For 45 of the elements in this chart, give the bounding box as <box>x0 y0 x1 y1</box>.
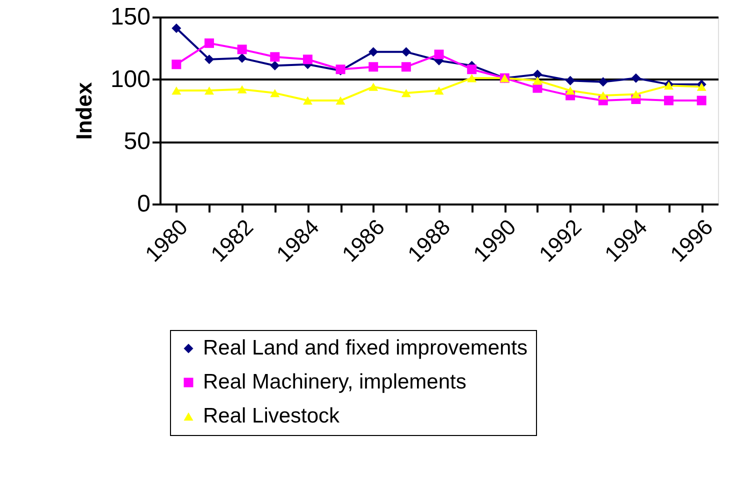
point <box>532 76 542 85</box>
point <box>270 60 280 70</box>
legend-label: Real Livestock <box>203 404 340 428</box>
point <box>532 70 542 80</box>
point <box>401 88 411 98</box>
point <box>172 86 182 95</box>
legend-label: Real Land and fixed improvements <box>203 336 528 360</box>
point <box>237 44 247 54</box>
point <box>368 62 378 72</box>
point <box>467 64 477 74</box>
point <box>302 96 312 105</box>
point <box>336 96 346 105</box>
point <box>566 86 576 95</box>
point <box>598 91 608 100</box>
y-tick-label: 100 <box>110 66 150 93</box>
legend-label: Real Machinery, implements <box>203 370 466 394</box>
point <box>434 86 444 95</box>
point <box>204 86 214 95</box>
point <box>631 90 641 98</box>
point <box>172 60 182 70</box>
point <box>467 74 477 82</box>
point <box>237 53 247 63</box>
point <box>664 96 674 106</box>
point <box>270 88 280 98</box>
point <box>204 54 214 64</box>
point <box>172 23 182 33</box>
point <box>631 73 641 83</box>
point <box>434 50 444 60</box>
point <box>566 76 576 86</box>
point <box>401 47 411 57</box>
point <box>270 52 280 62</box>
point <box>368 47 378 57</box>
point <box>302 54 312 64</box>
point <box>696 96 706 106</box>
point <box>368 82 378 91</box>
point <box>401 62 411 72</box>
y-tick-label: 50 <box>124 128 150 156</box>
y-axis-title: Index <box>71 82 96 140</box>
y-tick-label: 150 <box>110 4 150 30</box>
point <box>532 83 542 93</box>
point <box>598 77 608 87</box>
point <box>237 85 247 94</box>
point <box>696 82 706 91</box>
point <box>204 38 214 48</box>
y-tick-label: 0 <box>137 190 150 218</box>
